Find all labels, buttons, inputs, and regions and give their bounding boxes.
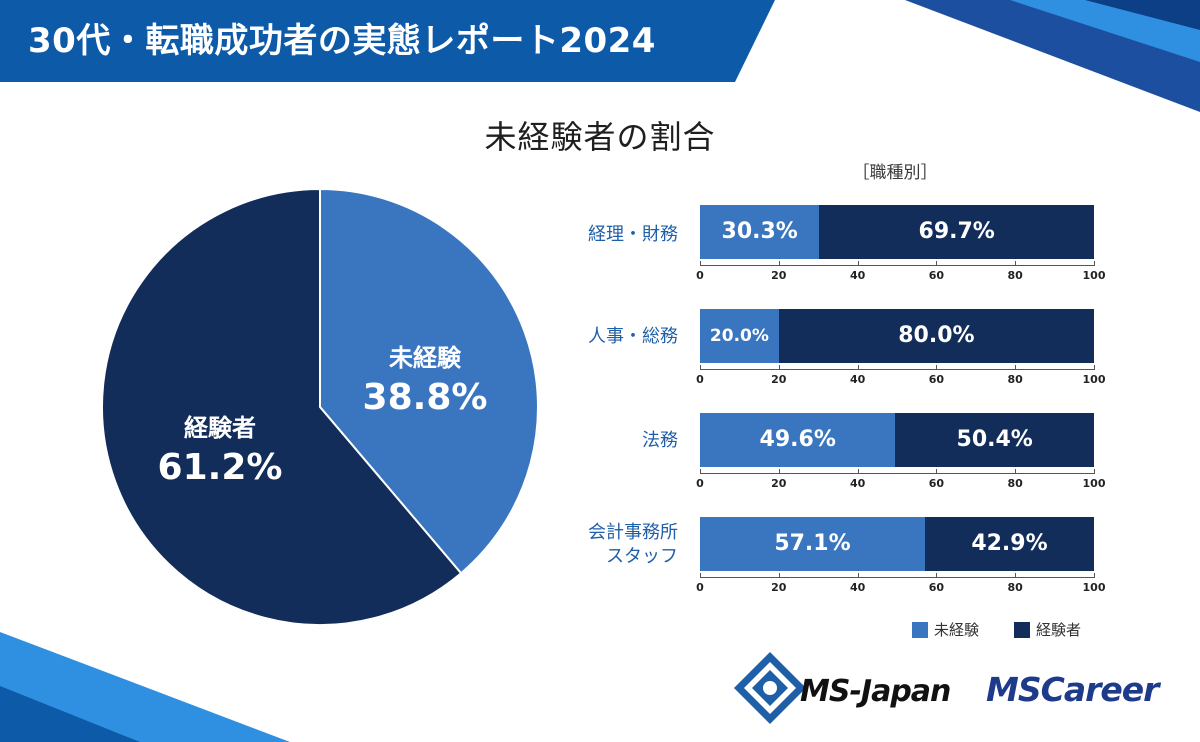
x-tick-mark [857,573,859,578]
x-tick-label: 60 [928,477,945,490]
pie-label-experienced: 経験者 61.2% [135,408,305,488]
x-tick-label: 100 [1082,269,1106,282]
x-tick-mark [936,365,938,370]
x-tick-label: 0 [696,477,704,490]
x-tick-mark [778,365,780,370]
x-axis-line [700,369,1094,370]
x-tick-label: 0 [696,581,704,594]
header-banner [0,0,775,82]
legend-swatch-experienced [1014,622,1030,638]
bar-segment-inexperienced: 49.6% [700,413,897,467]
bar-chart-subtitle: ［職種別］ [852,163,938,183]
x-tick-label: 100 [1082,581,1106,594]
bar-segment-experienced: 50.4% [895,413,1094,467]
ms-japan-logo-text: MS-Japan [800,674,951,709]
legend-swatch-inexperienced [912,622,928,638]
pie-label-inexperienced: 未経験 38.8% [340,338,510,418]
x-tick-label: 20 [771,477,787,490]
x-tick-label: 40 [849,373,866,386]
x-axis-line [700,265,1094,266]
x-tick-label: 40 [849,477,866,490]
x-axis-line [700,577,1094,578]
x-tick-mark [700,261,701,266]
x-tick-mark [1094,469,1095,474]
x-tick-label: 80 [1007,269,1023,282]
x-tick-label: 60 [928,373,945,386]
x-tick-mark [1015,261,1017,266]
legend-label-experienced: 経験者 [1036,621,1082,639]
bar-segment-experienced: 69.7% [819,205,1094,259]
bar-segment-experienced: 42.9% [924,517,1094,571]
x-tick-label: 80 [1007,373,1023,386]
x-tick-mark [778,469,780,474]
x-axis-line [700,473,1094,474]
x-tick-label: 40 [849,581,866,594]
bottom-left-stripe-dark [0,686,140,742]
x-tick-label: 60 [928,269,945,282]
x-tick-label: 100 [1082,373,1106,386]
category-label: 会計事務所 スタッフ [588,522,678,567]
x-tick-label: 0 [696,269,704,282]
report-title: 30代・転職成功者の実態レポート2024 [28,21,656,61]
x-tick-mark [936,573,938,578]
x-tick-mark [778,261,780,266]
x-tick-mark [778,573,780,578]
x-tick-mark [1015,469,1017,474]
x-tick-mark [857,365,859,370]
pie-slice-value: 61.2% [157,447,283,488]
ms-career-logo-text: MSCareer [986,670,1159,709]
x-tick-mark [700,573,701,578]
x-tick-label: 0 [696,373,704,386]
pie-slice-experienced [101,187,463,626]
pie-slice-name: 経験者 [184,414,256,442]
x-tick-mark [936,469,938,474]
x-tick-label: 40 [849,269,866,282]
x-tick-mark [700,365,701,370]
x-tick-label: 20 [771,269,787,282]
x-tick-label: 20 [771,581,787,594]
x-tick-mark [857,261,859,266]
x-tick-mark [1015,573,1017,578]
category-label: 経理・財務 [588,224,678,245]
pie-slice-name: 未経験 [389,344,461,372]
bar-segment-inexperienced: 30.3% [700,205,821,259]
x-tick-mark [1094,573,1095,578]
x-tick-label: 60 [928,581,945,594]
pie-slice-inexperienced [319,187,539,575]
x-tick-mark [1015,365,1017,370]
x-tick-mark [936,261,938,266]
bottom-left-stripe-light [0,632,290,742]
pie-slice-value: 38.8% [362,377,488,418]
pie-chart [101,187,539,626]
ms-japan-logo-mark [734,652,806,724]
chart-title: 未経験者の割合 [484,118,716,156]
x-tick-mark [1094,365,1095,370]
category-label: 人事・総務 [588,326,678,347]
x-tick-mark [700,469,701,474]
x-tick-label: 20 [771,373,787,386]
bar-segment-experienced: 80.0% [778,309,1094,363]
bar-segment-inexperienced: 57.1% [700,517,926,571]
x-tick-label: 80 [1007,477,1023,490]
x-tick-mark [1094,261,1095,266]
x-tick-mark [857,469,859,474]
x-tick-label: 80 [1007,581,1023,594]
x-tick-label: 100 [1082,477,1106,490]
category-label: 法務 [642,430,678,451]
top-right-stripe-deep [1085,0,1200,30]
bar-segment-inexperienced: 20.0% [700,309,780,363]
legend-label-inexperienced: 未経験 [934,621,980,639]
